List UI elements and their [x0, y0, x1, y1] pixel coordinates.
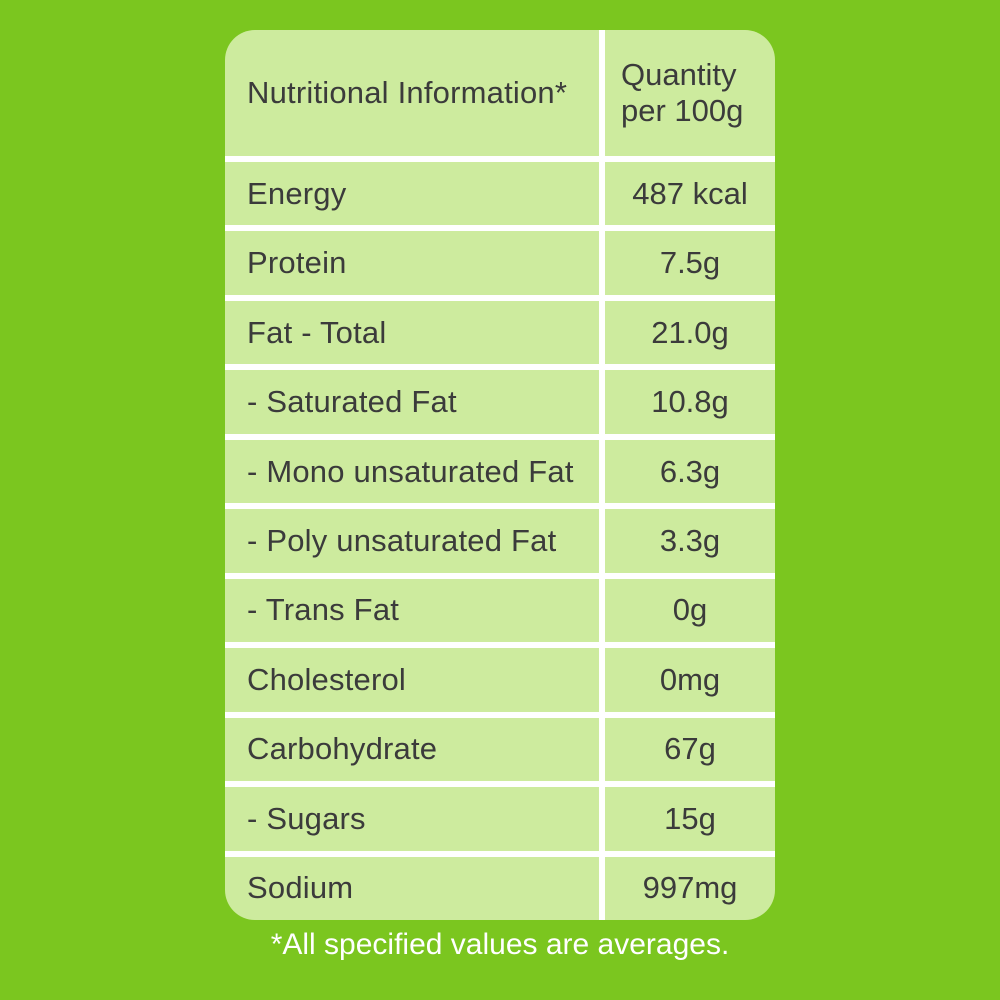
- table-row: Fat - Total 21.0g: [225, 294, 775, 365]
- table-header-row: Nutritional Information* Quantity per 10…: [225, 30, 775, 156]
- table-row: Carbohydrate 67g: [225, 711, 775, 782]
- row-label: Protein: [247, 245, 347, 281]
- row-label: - Trans Fat: [247, 592, 400, 628]
- row-value: 67g: [599, 717, 775, 782]
- nutrition-panel: Nutritional Information* Quantity per 10…: [225, 30, 775, 920]
- row-value: 0mg: [599, 648, 775, 712]
- row-value: 6.3g: [599, 439, 775, 504]
- row-value: 487 kcal: [599, 162, 775, 226]
- table-row: Protein 7.5g: [225, 225, 775, 295]
- row-label: Sodium: [247, 870, 354, 906]
- row-value: 10.8g: [599, 370, 775, 434]
- row-value: 3.3g: [599, 509, 775, 573]
- row-label: Energy: [247, 175, 347, 211]
- table-row: - Sugars 15g: [225, 781, 775, 851]
- footnote: *All specified values are averages.: [270, 928, 730, 961]
- row-value: 997mg: [599, 856, 775, 920]
- table-row: - Poly unsaturated Fat 3.3g: [225, 503, 775, 573]
- table-row: - Saturated Fat 10.8g: [225, 364, 775, 434]
- table-row: Cholesterol 0mg: [225, 642, 775, 712]
- row-value: 7.5g: [599, 231, 775, 295]
- row-label: - Saturated Fat: [247, 384, 457, 420]
- row-value: 0g: [599, 578, 775, 643]
- table-row: Energy 487 kcal: [225, 156, 775, 226]
- row-label: - Sugars: [247, 800, 366, 836]
- table-row: Sodium 997mg: [225, 850, 775, 920]
- row-label: Carbohydrate: [247, 731, 438, 767]
- row-value: 15g: [599, 787, 775, 851]
- row-label: - Mono unsaturated Fat: [247, 453, 574, 489]
- row-value: 21.0g: [599, 300, 775, 365]
- table-row: - Mono unsaturated Fat 6.3g: [225, 433, 775, 504]
- row-label: - Poly unsaturated Fat: [247, 522, 557, 558]
- header-quantity-per-100g: Quantity per 100g: [599, 30, 775, 156]
- row-label: Fat - Total: [247, 314, 387, 350]
- header-nutritional-information: Nutritional Information*: [247, 75, 568, 110]
- table-row: - Trans Fat 0g: [225, 572, 775, 643]
- row-label: Cholesterol: [247, 661, 407, 697]
